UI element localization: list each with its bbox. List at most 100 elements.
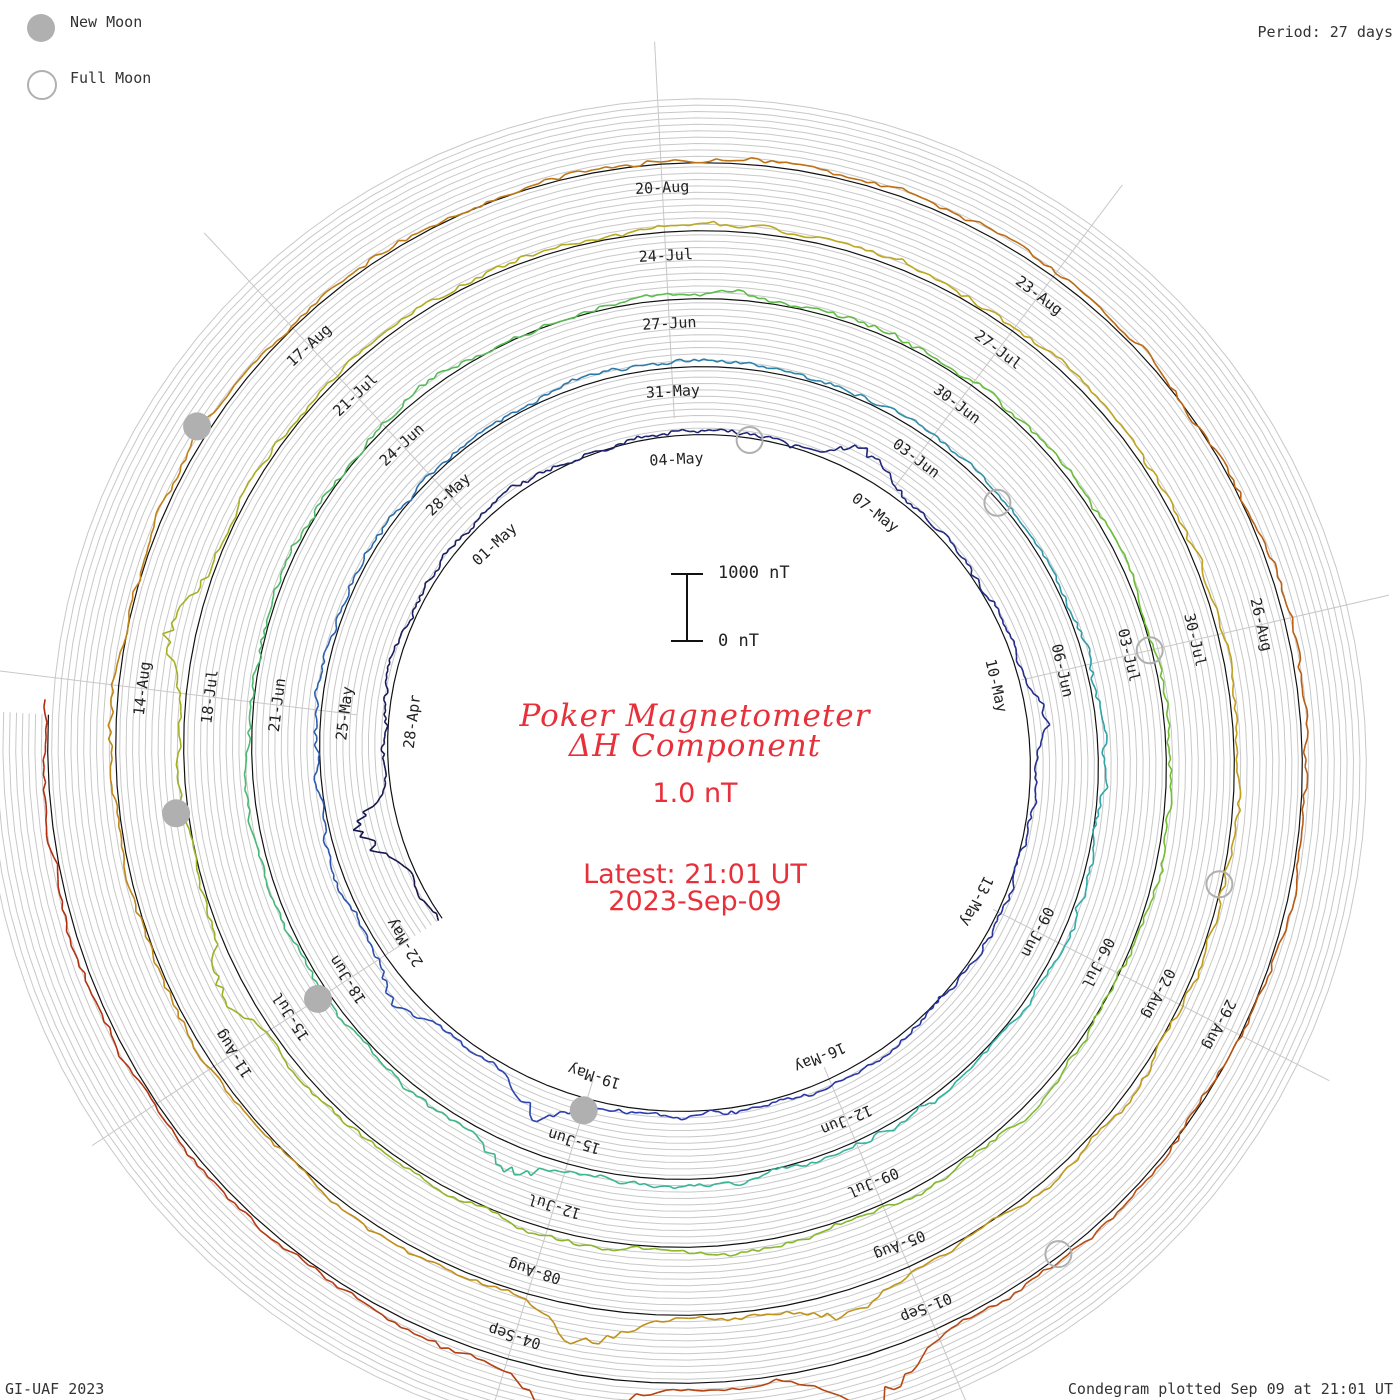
trace-segment — [258, 855, 263, 862]
trace-segment — [1302, 695, 1306, 703]
trace-segment — [673, 1388, 682, 1392]
grid-spiral-400 — [21, 136, 1329, 1400]
trace-segment — [1069, 610, 1073, 616]
trace-segment — [109, 779, 113, 787]
trace-segment — [972, 959, 977, 964]
trace-segment — [744, 361, 750, 364]
trace-segment — [884, 1385, 895, 1391]
trace-segment — [567, 378, 573, 384]
trace-segment — [183, 1021, 187, 1029]
trace-segment — [247, 727, 252, 734]
trace-segment — [242, 487, 247, 494]
trace-segment — [185, 1028, 189, 1036]
trace-segment — [337, 370, 343, 377]
trace-segment — [767, 1168, 773, 1174]
trace-segment — [598, 1334, 608, 1345]
trace-segment — [456, 447, 461, 453]
trace-segment — [1132, 439, 1137, 446]
trace-segment — [145, 547, 149, 554]
trace-segment — [336, 1203, 343, 1211]
trace-segment — [1071, 614, 1075, 620]
trace-segment — [820, 1089, 825, 1092]
trace-segment — [817, 450, 822, 453]
trace-segment — [1235, 759, 1238, 766]
trace-segment — [144, 936, 151, 944]
trace-segment — [163, 986, 171, 993]
trace-segment — [316, 501, 322, 507]
trace-segment — [299, 1080, 305, 1086]
trace-segment — [385, 670, 389, 675]
trace-segment — [1297, 666, 1303, 675]
trace-segment — [834, 445, 842, 452]
trace-segment — [1169, 775, 1173, 782]
trace-segment — [365, 439, 369, 446]
trace-segment — [381, 1314, 389, 1321]
trace-segment — [507, 1078, 511, 1085]
trace-segment — [340, 607, 343, 612]
trace-segment — [940, 280, 947, 285]
trace-segment — [1011, 508, 1015, 514]
trace-segment — [1032, 255, 1040, 261]
trace-segment — [852, 1142, 857, 1149]
trace-segment — [1031, 431, 1038, 436]
trace-segment — [1032, 1108, 1038, 1114]
trace-segment — [369, 1305, 377, 1312]
trace-segment — [1024, 1116, 1030, 1122]
trace-segment — [506, 193, 514, 197]
trace-segment — [1001, 619, 1004, 624]
trace-segment — [260, 860, 265, 866]
trace-segment — [1011, 887, 1015, 893]
trace-segment — [188, 591, 199, 597]
zero-baseline — [47, 162, 1303, 1384]
trace-segment — [933, 1255, 940, 1260]
trace-segment — [933, 1001, 939, 1005]
trace-segment — [1208, 591, 1212, 598]
trace-segment — [949, 1085, 954, 1091]
trace-segment — [986, 1141, 991, 1148]
trace-segment — [1101, 753, 1106, 759]
trace-segment — [1033, 985, 1039, 991]
trace-segment — [607, 367, 613, 372]
trace-segment — [995, 1134, 1000, 1141]
trace-segment — [402, 1087, 409, 1092]
trace-segment — [110, 752, 113, 760]
trace-segment — [1100, 710, 1103, 716]
trace-segment — [1091, 508, 1099, 513]
trace-segment — [573, 1243, 580, 1247]
trace-segment — [1041, 550, 1044, 557]
trace-segment — [425, 902, 430, 907]
trace-segment — [1134, 585, 1139, 592]
trace-segment — [511, 1166, 516, 1176]
trace-segment — [1223, 460, 1229, 468]
trace-segment — [202, 892, 207, 899]
trace-segment — [384, 782, 387, 787]
trace-segment — [1044, 724, 1051, 730]
trace-segment — [374, 956, 380, 960]
trace-segment — [321, 1191, 328, 1198]
trace-segment — [496, 1367, 505, 1372]
trace-segment — [442, 1029, 447, 1033]
trace-segment — [898, 1039, 902, 1046]
trace-segment — [198, 887, 204, 894]
trace-segment — [432, 1107, 438, 1112]
trace-segment — [359, 924, 364, 930]
trace-segment — [554, 1169, 560, 1173]
trace-segment — [919, 1019, 923, 1025]
trace-segment — [516, 1380, 524, 1389]
trace-segment — [480, 201, 488, 208]
trace-segment — [1201, 566, 1204, 574]
trace-segment — [435, 913, 439, 918]
trace-segment — [543, 393, 549, 396]
trace-segment — [933, 433, 939, 438]
trace-segment — [848, 315, 855, 319]
trace-segment — [714, 1182, 720, 1185]
trace-segment — [951, 1246, 958, 1253]
trace-segment — [871, 1061, 877, 1065]
trace-segment — [384, 707, 387, 712]
trace-segment — [563, 1339, 571, 1345]
trace-segment — [143, 553, 148, 561]
trace-segment — [888, 185, 896, 189]
trace-segment — [150, 1098, 156, 1106]
trace-segment — [484, 508, 489, 513]
trace-segment — [172, 477, 178, 485]
